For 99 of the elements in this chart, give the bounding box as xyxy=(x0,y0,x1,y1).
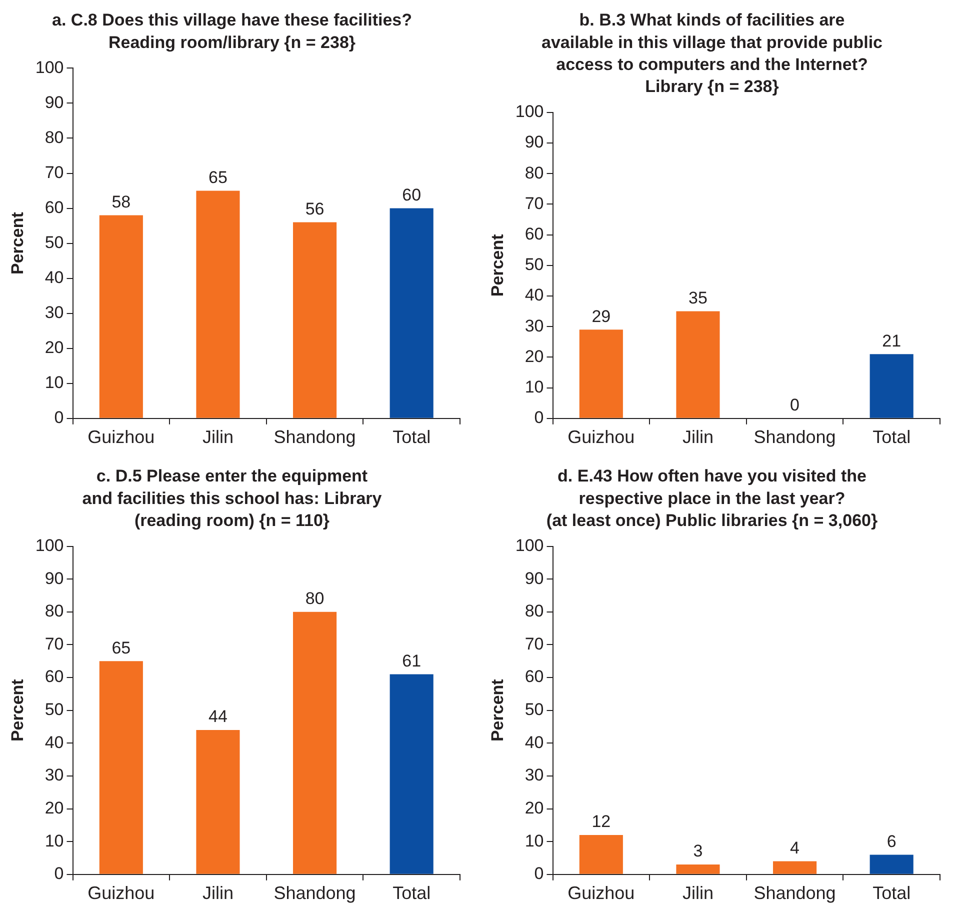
y-tick-label: 100 xyxy=(35,536,64,555)
y-tick-label: 70 xyxy=(524,634,544,654)
y-tick-label: 10 xyxy=(524,831,544,850)
x-tick-label: Total xyxy=(392,427,431,448)
data-label: 58 xyxy=(112,192,131,212)
y-tick-label: 70 xyxy=(44,162,64,182)
bar xyxy=(676,311,720,418)
x-tick-label: Jilin xyxy=(202,883,234,904)
y-tick-label: 10 xyxy=(44,831,64,850)
y-tick-label: 10 xyxy=(44,373,64,392)
y-tick-label: 100 xyxy=(35,58,64,77)
y-tick-label: 30 xyxy=(44,303,64,322)
x-tick-label: Jilin xyxy=(682,883,714,904)
data-label: 0 xyxy=(790,396,800,415)
y-tick-label: 10 xyxy=(524,377,544,396)
y-tick-label: 30 xyxy=(524,316,544,336)
y-axis-title: Percent xyxy=(8,678,27,742)
bar xyxy=(293,222,337,418)
bar xyxy=(870,354,914,418)
x-tick-label: Shandong xyxy=(274,883,356,904)
data-label: 12 xyxy=(592,812,611,832)
data-label: 4 xyxy=(790,838,800,858)
chart-title: c. D.5 Please enter the equipment and facilities this school has: Library (reading room) {n = 110} xyxy=(82,466,382,530)
bar xyxy=(676,864,720,874)
x-tick-label: Total xyxy=(872,883,911,904)
chart-title: d. E.43 How often have you visited the respective place in the last year? (at least once) Public libraries {n = 3,060} xyxy=(546,466,878,530)
y-tick-label: 40 xyxy=(44,268,64,288)
data-label: 65 xyxy=(112,638,131,658)
y-tick-label: 20 xyxy=(44,338,64,358)
y-tick-label: 100 xyxy=(515,102,544,122)
y-tick-label: 70 xyxy=(524,194,544,213)
y-tick-label: 0 xyxy=(534,864,544,884)
x-tick-label: Total xyxy=(872,427,911,448)
chart-title: a. C.8 Does this village have these facilities? Reading room/library {n = 238} xyxy=(52,10,412,52)
bar xyxy=(99,215,143,418)
y-tick-label: 20 xyxy=(44,798,64,818)
x-tick-label: Guizhou xyxy=(568,427,635,448)
bar xyxy=(773,861,817,874)
y-tick-label: 80 xyxy=(524,602,544,621)
y-tick-label: 40 xyxy=(524,286,544,305)
y-tick-label: 90 xyxy=(524,568,544,588)
bar xyxy=(579,835,623,874)
data-label: 35 xyxy=(688,288,708,308)
y-tick-label: 70 xyxy=(44,634,64,654)
chart-title: b. B.3 What kinds of facilities are available in this village that provide public access to computers and the Internet? Library {n = 238} xyxy=(541,10,883,96)
y-tick-label: 60 xyxy=(524,667,544,686)
y-tick-label: 60 xyxy=(44,198,64,217)
y-tick-label: 20 xyxy=(524,346,544,366)
y-tick-label: 40 xyxy=(44,732,64,752)
bar xyxy=(196,730,240,874)
y-axis-title: Percent xyxy=(488,234,507,297)
x-tick-label: Guizhou xyxy=(88,427,155,448)
y-tick-label: 30 xyxy=(44,766,64,785)
y-tick-label: 50 xyxy=(524,700,544,720)
y-tick-label: 30 xyxy=(524,766,544,785)
data-label: 61 xyxy=(402,651,422,670)
y-tick-label: 0 xyxy=(54,864,64,884)
data-label: 6 xyxy=(886,832,896,851)
bar xyxy=(196,190,240,418)
x-tick-label: Shandong xyxy=(754,427,836,448)
y-tick-label: 50 xyxy=(524,255,544,274)
y-tick-label: 40 xyxy=(524,732,544,752)
y-tick-label: 90 xyxy=(524,132,544,152)
x-tick-label: Jilin xyxy=(682,427,714,448)
x-tick-label: Jilin xyxy=(202,427,234,448)
x-tick-label: Guizhou xyxy=(568,883,635,904)
y-tick-label: 60 xyxy=(44,667,64,686)
y-tick-label: 90 xyxy=(44,568,64,588)
y-tick-label: 90 xyxy=(44,92,64,112)
x-tick-label: Shandong xyxy=(754,883,836,904)
data-label: 44 xyxy=(208,707,228,726)
bar xyxy=(293,612,337,874)
y-tick-label: 100 xyxy=(515,536,544,555)
x-tick-label: Total xyxy=(392,883,431,904)
y-tick-label: 0 xyxy=(534,408,544,428)
data-label: 80 xyxy=(305,589,324,608)
y-tick-label: 60 xyxy=(524,224,544,244)
y-axis-title: Percent xyxy=(488,678,507,742)
bar xyxy=(579,330,623,418)
data-label: 3 xyxy=(693,842,703,861)
y-tick-label: 80 xyxy=(44,602,64,621)
data-label: 65 xyxy=(208,168,228,187)
y-tick-label: 80 xyxy=(524,163,544,182)
data-label: 60 xyxy=(402,185,422,204)
y-axis-title: Percent xyxy=(8,212,27,274)
y-tick-label: 20 xyxy=(524,798,544,818)
bar xyxy=(99,661,143,874)
x-tick-label: Guizhou xyxy=(88,883,155,904)
y-tick-label: 0 xyxy=(54,408,64,428)
data-label: 21 xyxy=(882,331,902,350)
bar xyxy=(390,208,434,418)
data-label: 56 xyxy=(305,199,324,218)
x-tick-label: Shandong xyxy=(274,427,356,448)
y-tick-label: 80 xyxy=(44,128,64,147)
y-tick-label: 50 xyxy=(44,232,64,252)
data-label: 29 xyxy=(592,306,611,326)
y-tick-label: 50 xyxy=(44,700,64,720)
bar xyxy=(870,854,914,874)
bar xyxy=(390,674,434,874)
